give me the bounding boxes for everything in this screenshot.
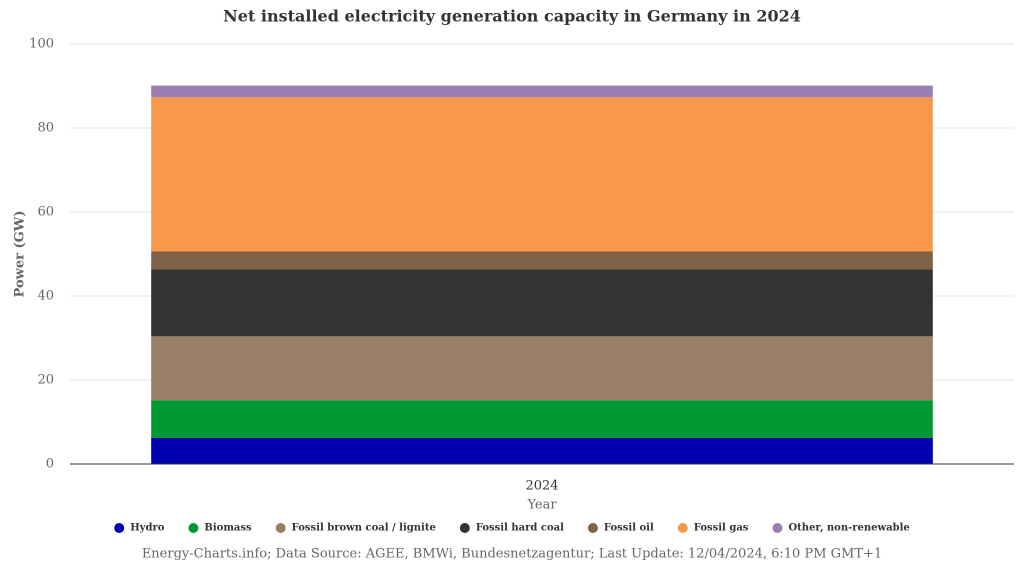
y-tick-label: 100 bbox=[29, 37, 54, 52]
legend-marker bbox=[459, 523, 470, 533]
legend-marker bbox=[275, 523, 286, 533]
legend-marker bbox=[772, 523, 783, 533]
bar-segment bbox=[151, 400, 933, 438]
x-axis-label: Year bbox=[526, 498, 557, 513]
y-tick-label: 40 bbox=[37, 289, 54, 304]
bar-segment bbox=[151, 336, 933, 401]
y-tick-label: 20 bbox=[37, 373, 54, 388]
bar-segment bbox=[151, 85, 933, 98]
y-axis-label: Power (GW) bbox=[13, 211, 28, 298]
y-tick-label: 60 bbox=[37, 205, 54, 220]
y-tick-label: 80 bbox=[37, 121, 54, 136]
bar-segment bbox=[151, 251, 933, 270]
legend-label: Fossil oil bbox=[604, 523, 654, 534]
bar-segment bbox=[151, 269, 933, 337]
bar-segment bbox=[151, 437, 933, 464]
legend-label: Hydro bbox=[130, 523, 165, 534]
legend-label: Fossil brown coal / lignite bbox=[292, 523, 436, 534]
y-tick-label: 0 bbox=[46, 457, 54, 472]
x-tick-label: 2024 bbox=[525, 479, 558, 494]
legend-marker bbox=[188, 523, 199, 533]
source-note: Energy-Charts.info; Data Source: AGEE, B… bbox=[142, 547, 882, 562]
legend-label: Biomass bbox=[204, 523, 252, 534]
legend-label: Fossil gas bbox=[694, 523, 749, 534]
legend-label: Other, non-renewable bbox=[788, 523, 909, 534]
legend-marker bbox=[114, 523, 125, 533]
chart-title: Net installed electricity generation cap… bbox=[223, 7, 801, 26]
legend: Hydro Biomass Fossil brown coal / lignite F… bbox=[114, 523, 910, 534]
legend-marker bbox=[587, 523, 598, 533]
legend-label: Fossil hard coal bbox=[476, 523, 564, 534]
legend-marker bbox=[677, 523, 688, 533]
bar-segment bbox=[151, 97, 933, 252]
